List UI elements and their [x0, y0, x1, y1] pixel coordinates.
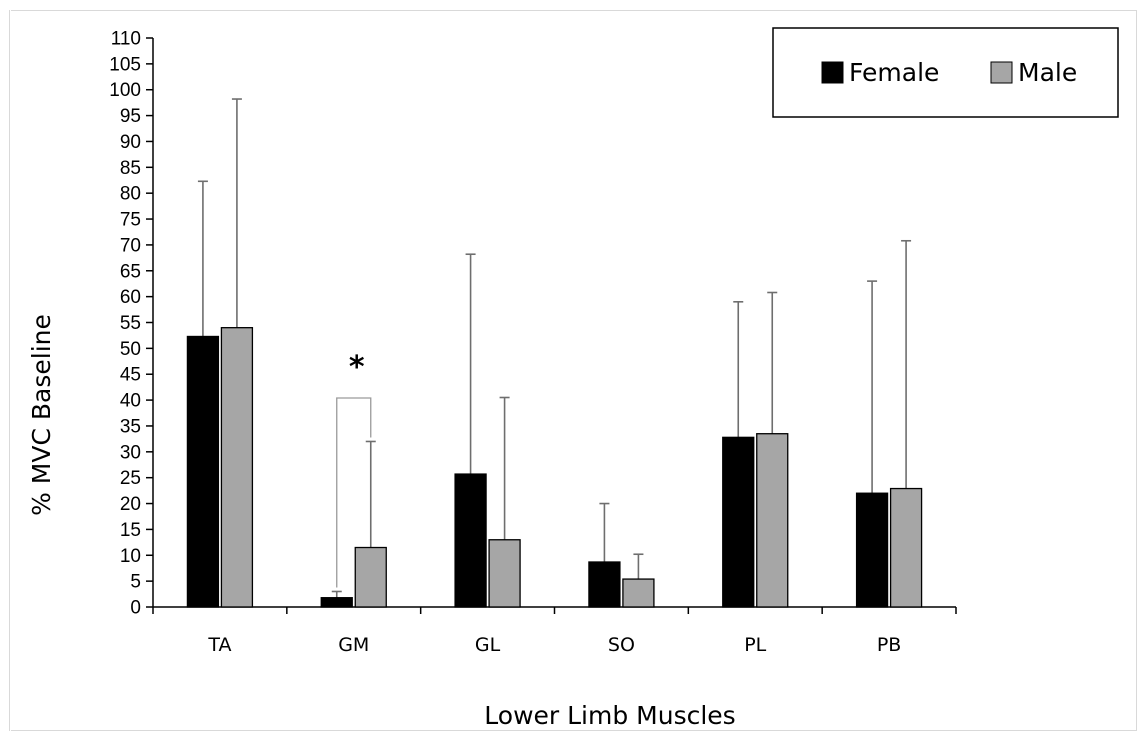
y-tick-label: 95	[120, 106, 141, 127]
bar-male-gm	[354, 546, 387, 608]
y-tick-label: 55	[120, 313, 141, 334]
y-tick-label: 15	[120, 520, 141, 541]
y-tick-label: 100	[109, 80, 141, 101]
x-tick-label: PL	[744, 634, 766, 656]
y-tick-label: 45	[120, 365, 141, 386]
y-tick-label: 75	[120, 210, 141, 231]
y-axis-title: % MVC Baseline	[27, 314, 56, 516]
y-tick-label: 5	[130, 572, 141, 593]
y-tick-label: 10	[120, 546, 141, 567]
legend: Female Male	[772, 27, 1119, 118]
y-tick-label: 0	[130, 598, 141, 619]
x-tick-label: GL	[475, 634, 501, 656]
x-tick-label: SO	[608, 634, 635, 656]
chart-border-left	[9, 10, 10, 731]
y-tick-label: 25	[120, 468, 141, 489]
y-tick-label: 80	[120, 184, 141, 205]
bars	[186, 327, 923, 608]
legend-swatch-male	[990, 61, 1013, 84]
y-tick-label: 105	[109, 54, 141, 75]
y-tick-label: 110	[111, 29, 141, 50]
x-tick-label: TA	[207, 634, 231, 656]
x-axis: TA GM GL SO PL PB	[152, 606, 957, 656]
bar-female-pb	[855, 492, 889, 608]
significance-annotation: *	[336, 350, 372, 588]
legend-label-female: Female	[849, 58, 939, 87]
y-tick-label: 60	[120, 287, 141, 308]
y-tick-label: 30	[120, 442, 141, 463]
y-tick-label: 35	[120, 416, 141, 437]
y-tick-label: 85	[120, 158, 141, 179]
bar-female-so	[588, 561, 621, 608]
bar-female-pl	[722, 436, 755, 608]
y-tick-label: 40	[120, 391, 141, 412]
x-tick-label: PB	[877, 634, 902, 656]
y-tick-label: 20	[120, 494, 141, 515]
bar-male-pb	[889, 487, 923, 608]
bar-female-gm	[320, 597, 353, 608]
bar-female-ta	[186, 335, 220, 608]
bar-male-pl	[756, 433, 789, 608]
y-tick-label: 50	[120, 339, 141, 360]
legend-label-male: Male	[1018, 58, 1077, 87]
significance-star: *	[349, 350, 365, 385]
y-tick-label: 70	[120, 235, 141, 256]
x-tick-label: GM	[338, 634, 369, 656]
y-tick-label: 65	[120, 261, 141, 282]
bar-female-gl	[454, 473, 487, 608]
y-tick-label: 90	[120, 132, 141, 153]
x-axis-title: Lower Limb Muscles	[484, 701, 735, 730]
bar-male-ta	[220, 327, 254, 608]
error-bars	[197, 98, 912, 598]
y-axis: 0 5 10 15 20 25 30 35 40 45 50 55 60 65 70 75 80 85 90 95 10…	[109, 29, 154, 619]
legend-swatch-female	[821, 61, 844, 84]
bar-male-gl	[488, 539, 521, 608]
significance-bracket	[336, 397, 372, 588]
bar-male-so	[622, 578, 655, 608]
